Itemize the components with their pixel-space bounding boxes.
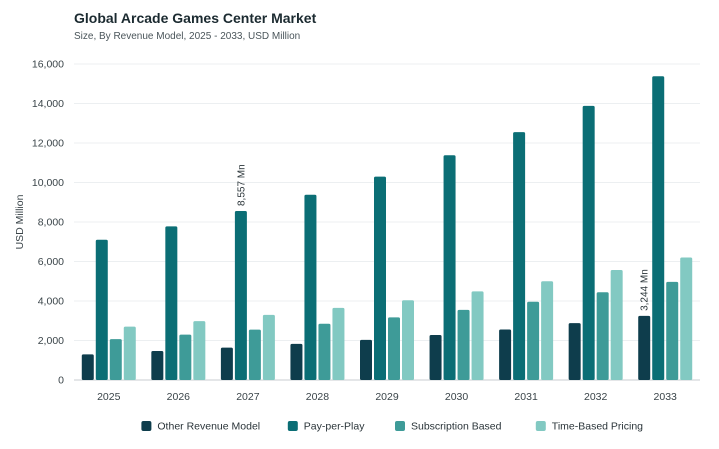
bar bbox=[332, 307, 345, 380]
bar bbox=[81, 354, 94, 380]
legend-swatch bbox=[535, 421, 546, 431]
bar bbox=[402, 300, 414, 380]
legend-label: Time-Based Pricing bbox=[552, 421, 643, 433]
chart-title: Global Arcade Games Center Market bbox=[74, 10, 317, 26]
legend-swatch bbox=[287, 421, 298, 431]
data-label: 8,557 Mn bbox=[236, 164, 247, 206]
y-tick-label: 10,000 bbox=[32, 177, 64, 189]
y-tick-label: 2,000 bbox=[38, 335, 64, 347]
y-tick-label: 0 bbox=[58, 375, 64, 387]
x-tick-label: 2030 bbox=[445, 391, 469, 403]
bar bbox=[360, 339, 372, 380]
bar bbox=[290, 343, 303, 380]
bar bbox=[499, 329, 512, 380]
bar bbox=[388, 317, 400, 380]
bar bbox=[165, 226, 178, 380]
y-tick-label: 8,000 bbox=[38, 217, 64, 229]
x-tick-label: 2029 bbox=[375, 391, 399, 403]
bar bbox=[680, 257, 693, 380]
bar bbox=[304, 194, 317, 380]
bar bbox=[95, 239, 108, 380]
x-tick-label: 2025 bbox=[97, 391, 121, 403]
bar bbox=[179, 334, 192, 380]
x-tick-label: 2033 bbox=[654, 391, 678, 403]
bar bbox=[443, 155, 456, 380]
x-tick-label: 2027 bbox=[236, 391, 260, 403]
bar bbox=[374, 176, 386, 380]
x-tick-label: 2028 bbox=[306, 391, 330, 403]
y-tick-label: 4,000 bbox=[38, 296, 64, 308]
bar bbox=[568, 323, 581, 380]
legend-label: Subscription Based bbox=[411, 421, 502, 433]
y-tick-label: 14,000 bbox=[32, 98, 64, 110]
bar bbox=[193, 321, 206, 380]
y-tick-label: 12,000 bbox=[32, 138, 64, 150]
bar bbox=[527, 301, 540, 380]
bar bbox=[596, 292, 609, 380]
bar bbox=[652, 76, 665, 381]
bar bbox=[234, 210, 247, 380]
bar bbox=[638, 315, 651, 380]
x-tick-label: 2032 bbox=[584, 391, 608, 403]
bar bbox=[262, 314, 275, 380]
x-tick-label: 2026 bbox=[167, 391, 191, 403]
legend-label: Pay-per-Play bbox=[304, 421, 365, 433]
legend-swatch bbox=[395, 421, 405, 431]
bar bbox=[248, 329, 261, 380]
y-axis-label: USD Million bbox=[14, 194, 26, 249]
legend-label: Other Revenue Model bbox=[157, 421, 260, 433]
bar bbox=[220, 347, 233, 380]
bar bbox=[429, 334, 442, 380]
bar bbox=[471, 291, 484, 380]
legend-swatch bbox=[141, 421, 152, 431]
bar bbox=[610, 269, 623, 380]
bar bbox=[541, 281, 554, 380]
data-label: 3,244 Mn bbox=[640, 269, 651, 311]
chart-subtitle: Size, By Revenue Model, 2025 - 2033, USD… bbox=[74, 31, 301, 42]
bar bbox=[318, 323, 331, 380]
bar bbox=[666, 281, 679, 380]
y-tick-label: 16,000 bbox=[32, 59, 64, 71]
bar bbox=[582, 105, 595, 381]
bar bbox=[151, 350, 164, 380]
y-tick-label: 6,000 bbox=[38, 256, 64, 268]
bar bbox=[123, 326, 136, 380]
bar bbox=[109, 339, 122, 380]
bar bbox=[457, 309, 470, 380]
x-tick-label: 2031 bbox=[514, 391, 538, 403]
bar bbox=[513, 132, 526, 380]
